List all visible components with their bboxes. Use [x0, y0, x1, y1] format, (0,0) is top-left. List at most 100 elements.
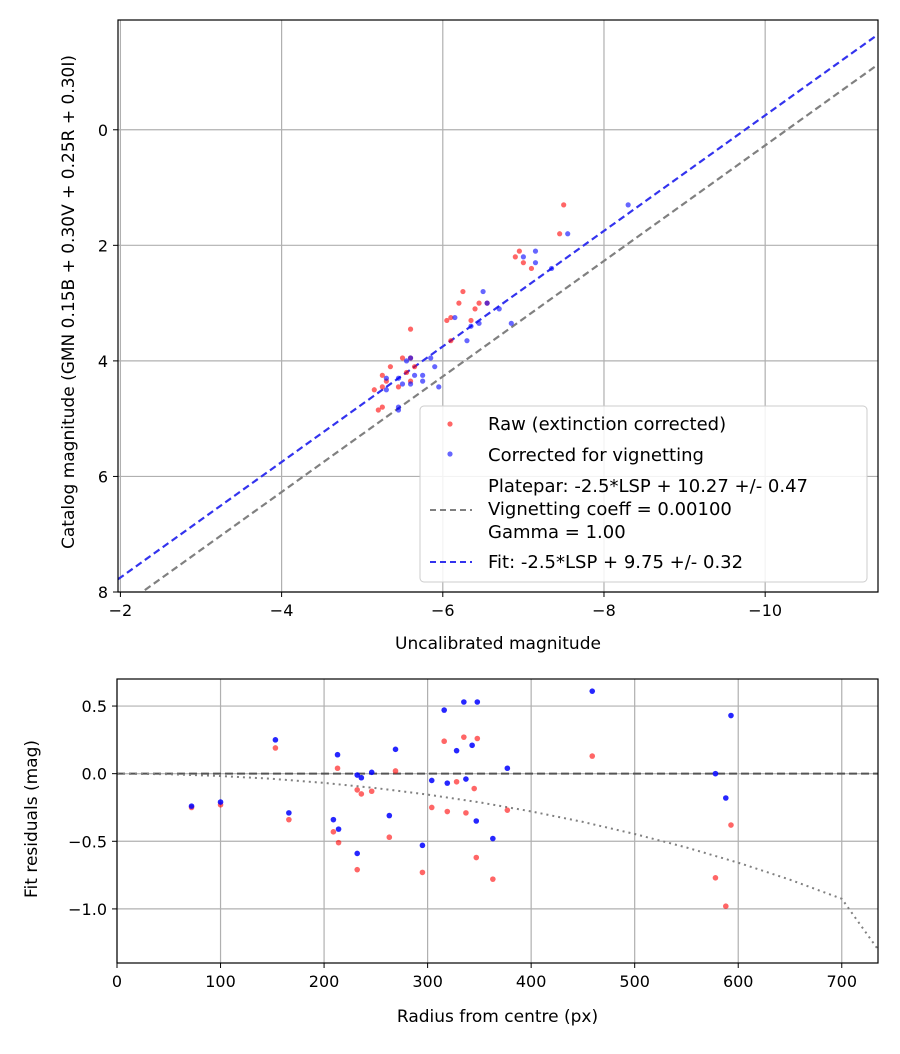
corrected-point: [464, 338, 470, 344]
corrected-point: [520, 254, 526, 260]
corrected-residual-point: [474, 699, 481, 705]
corrected-point: [428, 355, 434, 361]
bottom-y-tick-label: −1.0: [68, 900, 107, 919]
top-x-tick-label: −6: [431, 601, 455, 620]
corrected-point: [476, 320, 482, 326]
top-scatter-points: [371, 202, 631, 413]
top-y-tick-label: 6: [98, 467, 108, 486]
corrected-point: [565, 231, 571, 237]
raw-residual-point: [490, 876, 496, 882]
corrected-residual-point: [368, 769, 375, 776]
corrected-point: [395, 407, 402, 413]
legend-label-corrected: Corrected for vignetting: [488, 445, 704, 466]
raw-point: [460, 288, 466, 295]
legend-label-vignetting: Vignetting coeff = 0.00100: [488, 499, 732, 520]
top-ticks: −2 −4 −6 −8 −10 0 2 4 6 8: [98, 121, 782, 620]
raw-point: [476, 300, 482, 306]
corrected-residual-point: [504, 765, 511, 772]
legend-label-raw: Raw (extinction corrected): [488, 414, 726, 435]
bottom-scatter-points: [188, 688, 734, 909]
raw-residual-point: [589, 753, 596, 759]
bottom-y-tick-label: 0.5: [82, 697, 107, 716]
bottom-ticks: 0 100 200 300 400 500 600 700 0.5 0.0 −0.5 −1.0: [68, 697, 857, 991]
raw-residual-point: [335, 839, 342, 846]
corrected-point: [625, 202, 631, 208]
legend: Raw (extinction corrected) Corrected for…: [419, 405, 868, 583]
raw-residual-point: [444, 808, 451, 815]
legend-box: [419, 405, 868, 583]
raw-residual-point: [474, 735, 481, 742]
raw-residual-point: [441, 738, 447, 745]
legend-marker-corrected: [447, 451, 453, 457]
bottom-x-axis-label: Radius from centre (px): [397, 1007, 598, 1027]
corrected-residual-point: [723, 795, 729, 801]
top-x-tick-label: −4: [270, 601, 294, 620]
corrected-residual-point: [354, 850, 361, 857]
raw-residual-point: [386, 834, 393, 841]
corrected-residual-point: [463, 776, 469, 782]
raw-residual-point: [354, 866, 361, 873]
raw-residual-point: [368, 788, 375, 795]
corrected-point: [432, 364, 438, 370]
raw-point: [375, 407, 381, 413]
raw-point: [399, 355, 406, 361]
raw-point: [371, 387, 377, 393]
corrected-point: [407, 381, 414, 387]
corrected-residual-point: [441, 707, 447, 713]
corrected-point: [532, 248, 539, 254]
platepar-line: [140, 63, 878, 592]
corrected-residual-point: [728, 712, 734, 719]
legend-marker-raw: [447, 421, 453, 427]
corrected-point: [484, 300, 490, 306]
raw-residual-point: [471, 785, 478, 792]
bottom-axes-frame: [116, 678, 879, 964]
corrected-point: [496, 306, 502, 312]
corrected-residual-point: [419, 842, 426, 849]
vignetting-curve: [117, 772, 878, 951]
raw-residual-point: [463, 810, 469, 816]
legend-label-platepar: Platepar: -2.5*LSP + 10.27 +/- 0.47: [488, 476, 808, 497]
top-axes-frame: [117, 19, 879, 593]
bottom-y-axis-label: Fit residuals (mag): [22, 740, 42, 898]
corrected-residual-point: [428, 777, 435, 784]
corrected-residual-point: [461, 699, 467, 705]
bottom-y-tick-label: 0.0: [82, 765, 107, 784]
corrected-residual-point: [469, 742, 475, 749]
corrected-residual-point: [386, 812, 393, 819]
corrected-residual-point: [272, 737, 279, 743]
raw-residual-point: [334, 765, 341, 772]
corrected-residual-point: [330, 816, 337, 823]
raw-point: [528, 265, 535, 272]
raw-point: [448, 314, 454, 321]
top-y-tick-label: 8: [98, 583, 108, 602]
corrected-residual-point: [490, 835, 496, 842]
raw-point: [403, 369, 410, 376]
raw-point: [379, 372, 385, 378]
raw-point: [472, 306, 478, 312]
corrected-point: [411, 372, 418, 378]
raw-residual-point: [723, 903, 729, 909]
top-y-tick-label: 4: [98, 352, 108, 371]
corrected-residual-point: [188, 803, 195, 809]
corrected-residual-point: [354, 772, 361, 778]
corrected-point: [468, 323, 474, 329]
top-x-axis-label: Uncalibrated magnitude: [395, 634, 601, 654]
corrected-point: [407, 355, 414, 361]
raw-residual-point: [504, 807, 511, 813]
raw-point: [407, 326, 414, 332]
legend-label-gamma: Gamma = 1.00: [488, 522, 626, 543]
corrected-point: [403, 358, 410, 364]
corrected-residual-point: [453, 747, 460, 754]
legend-label-fit: Fit: -2.5*LSP + 9.75 +/- 0.32: [488, 552, 743, 573]
bottom-x-tick-label: 100: [205, 972, 236, 991]
corrected-residual-point: [712, 770, 719, 777]
top-y-tick-label: 2: [98, 236, 108, 255]
corrected-residual-point: [358, 774, 365, 781]
bottom-x-tick-label: 400: [516, 972, 547, 991]
corrected-residual-point: [473, 818, 480, 824]
raw-residual-point: [286, 816, 292, 823]
raw-point: [516, 248, 522, 254]
raw-residual-point: [419, 869, 426, 876]
corrected-point: [508, 320, 514, 326]
